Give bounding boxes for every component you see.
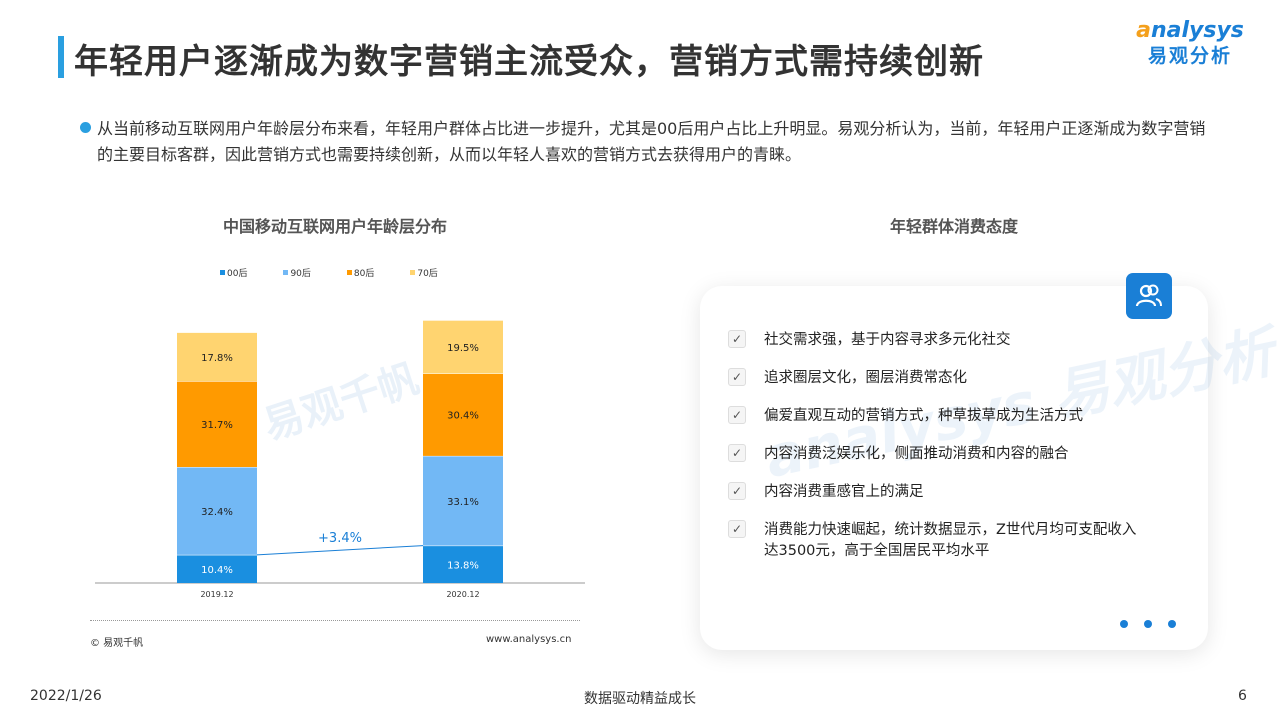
trend-annotation: +3.4% <box>318 531 362 546</box>
legend-label: 80后 <box>353 269 375 279</box>
list-item-text: 消费能力快速崛起，统计数据显示，Z世代月均可支配收入达3500元，高于全国居民平… <box>764 522 1137 559</box>
data-label: 13.8% <box>447 560 479 571</box>
pager-dots <box>1120 620 1176 628</box>
chart-legend: 00后 90后 80后 70后 <box>220 266 438 279</box>
check-icon: ✓ <box>728 406 746 424</box>
stacked-bar-chart: 10.4% 32.4% 31.7% 17.8% 2019.12 13.8% 33.1% 30.… <box>95 320 585 599</box>
legend-label: 90后 <box>290 269 311 279</box>
pager-dot <box>1144 620 1152 628</box>
bar-segment <box>423 373 503 456</box>
list-item: ✓ 内容消费泛娱乐化，侧面推动消费和内容的融合 <box>728 444 1148 465</box>
attitude-list: ✓ 社交需求强，基于内容寻求多元化社交 ✓ 追求圈层文化，圈层消费常态化 ✓ 偏爱直观… <box>728 330 1148 579</box>
attitude-card <box>700 286 1208 650</box>
legend-label: 70后 <box>417 269 438 279</box>
footer-slogan: 数据驱动精益成长 <box>584 691 696 707</box>
data-label: 30.4% <box>447 411 479 422</box>
x-tick-label: 2020.12 <box>446 590 479 599</box>
bullet-dot <box>80 122 91 133</box>
list-item: ✓ 社交需求强，基于内容寻求多元化社交 <box>728 330 1148 351</box>
divider <box>90 620 580 621</box>
bar-segment <box>177 381 257 468</box>
chart-title: 中国移动互联网用户年龄层分布 <box>222 217 447 236</box>
pager-dot <box>1120 620 1128 628</box>
page-number: 6 <box>1238 688 1247 704</box>
source-url: www.analysys.cn <box>486 634 572 645</box>
bar-segment <box>177 467 257 555</box>
data-label: 32.4% <box>201 507 233 518</box>
list-item: ✓ 偏爱直观互动的营销方式，种草拔草成为生活方式 <box>728 406 1148 427</box>
legend-swatch <box>220 270 225 275</box>
check-icon: ✓ <box>728 444 746 462</box>
bar-segment <box>423 455 503 546</box>
legend-swatch <box>283 270 289 275</box>
data-label: 19.5% <box>447 343 479 354</box>
legend-item: 90后 <box>283 266 311 279</box>
list-item-text: 社交需求强，基于内容寻求多元化社交 <box>764 332 1011 348</box>
check-icon: ✓ <box>728 368 746 386</box>
users-icon <box>1126 273 1172 319</box>
bar-segment <box>177 332 257 382</box>
data-label: 10.4% <box>201 565 233 576</box>
list-item-text: 追求圈层文化，圈层消费常态化 <box>764 370 967 386</box>
x-tick-label: 2019.12 <box>200 590 233 599</box>
check-icon: ✓ <box>728 482 746 500</box>
check-icon: ✓ <box>728 330 746 348</box>
legend-label: 00后 <box>227 269 248 279</box>
list-item: ✓ 内容消费重感官上的满足 <box>728 482 1148 503</box>
right-panel-title: 年轻群体消费态度 <box>889 217 1018 236</box>
title-accent-bar <box>58 36 64 78</box>
list-item-text: 内容消费重感官上的满足 <box>764 484 924 500</box>
page-title: 年轻用户逐渐成为数字营销主流受众，营销方式需持续创新 <box>74 42 984 82</box>
logo-prefix: a <box>1136 18 1151 43</box>
list-item: ✓ 消费能力快速崛起，统计数据显示，Z世代月均可支配收入达3500元，高于全国居民… <box>728 520 1148 562</box>
logo-rest: nalysys <box>1150 18 1244 43</box>
legend-item: 80后 <box>346 266 375 279</box>
legend-item: 00后 <box>220 266 247 279</box>
list-item: ✓ 追求圈层文化，圈层消费常态化 <box>728 368 1148 389</box>
summary-text: 从当前移动互联网用户年龄层分布来看，年轻用户群体占比进一步提升，尤其是00后用户… <box>97 119 1206 164</box>
summary: 从当前移动互联网用户年龄层分布来看，年轻用户群体占比进一步提升，尤其是00后用户… <box>80 116 1210 168</box>
legend-swatch <box>346 270 352 275</box>
analysys-logo: analysys 易观分析 <box>1120 18 1260 68</box>
data-label: 33.1% <box>447 497 479 508</box>
list-item-text: 偏爱直观互动的营销方式，种草拔草成为生活方式 <box>764 408 1083 424</box>
bar-segment <box>423 545 503 583</box>
bar-segment <box>177 554 257 583</box>
legend-item: 70后 <box>410 266 438 279</box>
legend-swatch <box>410 270 416 275</box>
bar-segment <box>423 320 503 374</box>
source-label: © 易观千帆 <box>90 638 144 649</box>
check-icon: ✓ <box>728 520 746 538</box>
logo-cn: 易观分析 <box>1147 45 1232 67</box>
list-item-text: 内容消费泛娱乐化，侧面推动消费和内容的融合 <box>764 446 1069 462</box>
trend-line <box>256 545 424 556</box>
footer-date: 2022/1/26 <box>30 688 102 704</box>
data-label: 31.7% <box>201 420 233 431</box>
pager-dot <box>1168 620 1176 628</box>
data-label: 17.8% <box>201 353 233 364</box>
